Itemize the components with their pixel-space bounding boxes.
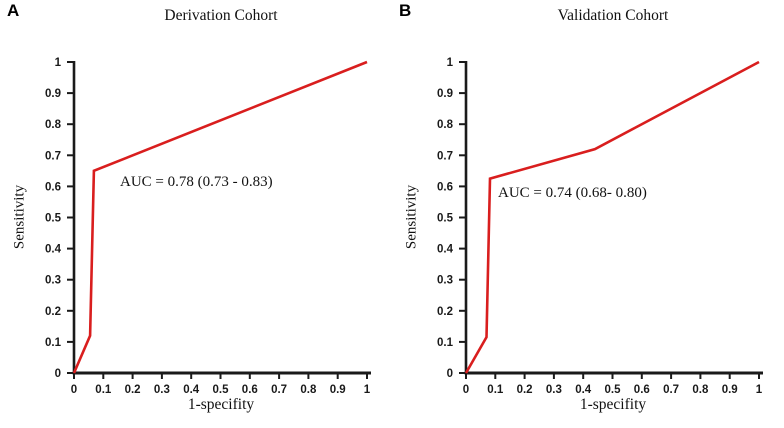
x-axis-label-1-specifity: 1-specifity [187,396,255,413]
x-tick-label: 0.5 [213,384,230,396]
roc-curve [72,60,368,374]
panel-title-derivation: Derivation Cohort [164,7,278,24]
panel-label-b: B [399,1,412,20]
y-tick-label: 0 [447,368,453,380]
x-tick-label: 0 [463,384,469,396]
roc-plot-validation: 0 0.1 0.2 0.3 0.4 0.5 0.6 0.7 0.8 0.9 1 0 0.1 0.2 0.3 0… [437,57,763,396]
y-tick-label: 0.8 [45,119,62,131]
y-tick-label: 0.4 [437,244,454,256]
x-tick-label: 0.8 [692,384,709,396]
y-tick-label: 0.6 [45,181,61,193]
x-tick-label: 0.6 [242,384,258,396]
y-tick-label: 0.5 [45,213,62,225]
x-tick-label: 0.6 [634,384,650,396]
panel-derivation-cohort: A Derivation Cohort 0 0.1 0.2 0.3 0.4 0.5 0.6 0… [7,1,371,413]
y-tick-label: 0.1 [45,337,62,349]
y-tick-label: 0.7 [437,150,453,162]
y-tick-label: 0.6 [437,181,453,193]
x-tick-label: 0.4 [575,384,592,396]
roc-curve [464,60,760,374]
y-tick-label: 0.4 [45,244,62,256]
roc-plot-derivation: 0 0.1 0.2 0.3 0.4 0.5 0.6 0.7 0.8 0.9 1 0 0.1 0.2 0.3 0… [45,57,371,396]
y-tick-label: 0.2 [45,306,61,318]
y-tick-label: 0.9 [437,88,453,100]
auc-annotation-derivation: AUC = 0.78 (0.73 - 0.83) [120,174,273,190]
x-tick-label: 0.4 [183,384,200,396]
x-tick-label: 0.9 [722,384,738,396]
x-tick-label: 1 [756,384,763,396]
y-axis-label-sensitivity: Sensitivity [403,184,420,250]
x-tick-label: 0.5 [605,384,622,396]
y-tick-label: 0.2 [437,306,453,318]
panel-label-a: A [7,1,20,20]
y-tick-label: 1 [447,57,454,69]
x-tick-label: 0 [71,384,77,396]
x-tick-label: 0.7 [271,384,287,396]
y-tick-label: 0.3 [45,275,61,287]
x-tick-label: 0.3 [546,384,562,396]
auc-annotation-validation: AUC = 0.74 (0.68- 0.80) [498,185,647,201]
panel-title-validation: Validation Cohort [557,7,669,24]
y-tick-label: 0.3 [437,275,453,287]
y-tick-label: 0.7 [45,150,61,162]
x-tick-label: 0.1 [487,384,504,396]
y-tick-label: 0.5 [437,213,454,225]
x-axis-label-1-specifity: 1-specifity [579,396,647,413]
y-tick-label: 0.8 [437,119,454,131]
y-tick-label: 0 [55,368,61,380]
x-tick-label: 0.7 [663,384,679,396]
x-tick-label: 0.2 [125,384,141,396]
x-tick-label: 1 [364,384,371,396]
y-tick-label: 0.9 [45,88,61,100]
x-tick-label: 0.3 [154,384,170,396]
y-axis-label-sensitivity: Sensitivity [11,184,28,250]
panel-validation-cohort: B Validation Cohort 0 0.1 0.2 0.3 0.4 0.5 0.6 0… [392,0,784,428]
y-tick-label: 1 [55,57,62,69]
x-tick-label: 0.2 [517,384,533,396]
x-tick-label: 0.9 [330,384,346,396]
x-tick-label: 0.8 [300,384,317,396]
y-tick-label: 0.1 [437,337,454,349]
x-tick-label: 0.1 [95,384,112,396]
